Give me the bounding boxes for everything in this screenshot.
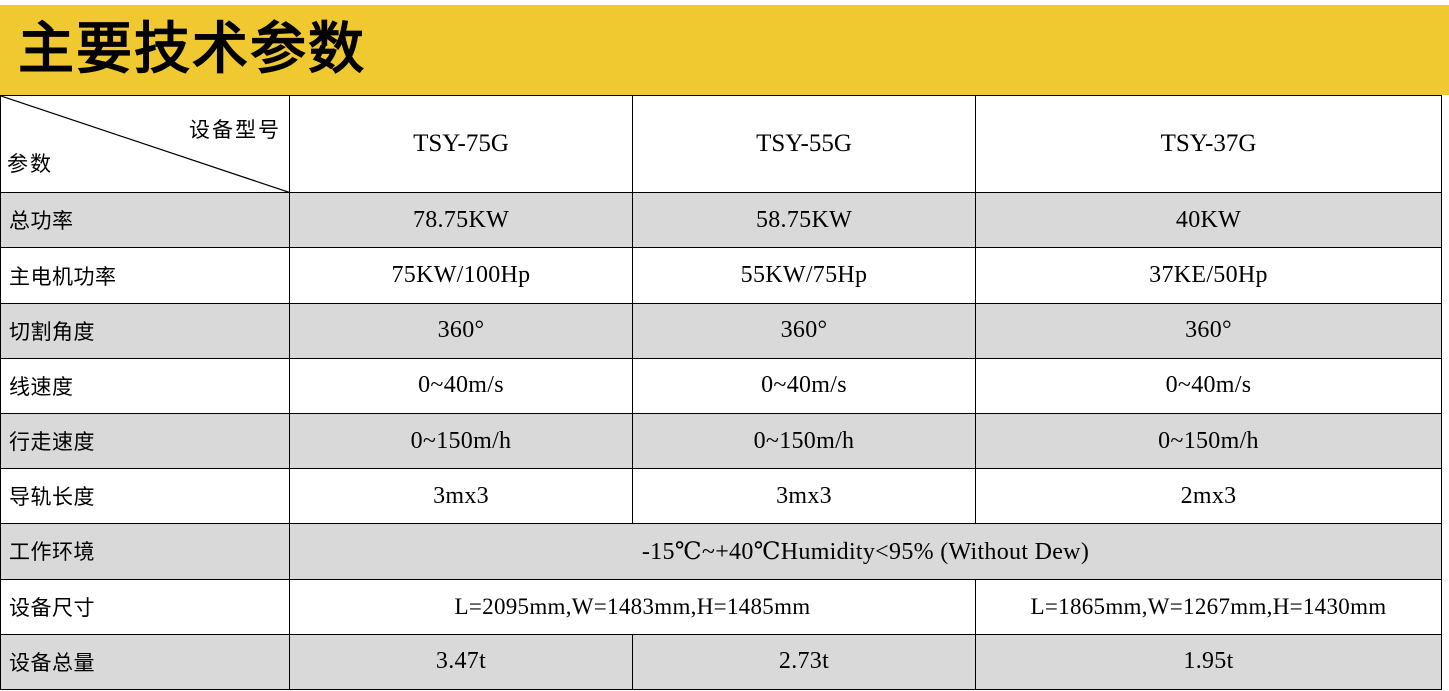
row-value: 0~40m/s bbox=[289, 357, 633, 415]
row-value: 40KW bbox=[975, 192, 1442, 249]
row-value: 3.47t bbox=[289, 633, 633, 691]
column-header-model-3: TSY-37G bbox=[975, 94, 1442, 194]
column-header-model-1: TSY-75G bbox=[289, 94, 633, 194]
page-title: 主要技术参数 bbox=[18, 17, 366, 82]
row-value: 37KE/50Hp bbox=[975, 247, 1442, 304]
row-label: 导轨长度 bbox=[0, 468, 290, 525]
row-value: 78.75KW bbox=[289, 192, 633, 249]
table-row: 设备总量 3.47t 2.73t 1.95t bbox=[0, 633, 1442, 691]
row-label: 总功率 bbox=[0, 192, 290, 249]
spec-table-container: 设备型号 参数 TSY-75G TSY-55G TSY-37G 总功率 78.7… bbox=[0, 94, 1442, 691]
row-value: 360° bbox=[975, 302, 1442, 359]
row-value: 55KW/75Hp bbox=[632, 247, 976, 304]
row-value: 75KW/100Hp bbox=[289, 247, 633, 304]
diagonal-header-cell: 设备型号 参数 bbox=[0, 94, 290, 194]
table-row: 主电机功率 75KW/100Hp 55KW/75Hp 37KE/50Hp bbox=[0, 247, 1442, 304]
table-row: 导轨长度 3mx3 3mx3 2mx3 bbox=[0, 468, 1442, 525]
row-value: 2.73t bbox=[632, 633, 976, 691]
row-value: 0~150m/h bbox=[975, 412, 1442, 470]
row-label: 行走速度 bbox=[0, 412, 290, 470]
row-value: 0~40m/s bbox=[975, 357, 1442, 415]
table-header-row: 设备型号 参数 TSY-75G TSY-55G TSY-37G bbox=[0, 94, 1442, 194]
row-value: 3mx3 bbox=[632, 468, 976, 525]
table-row: 总功率 78.75KW 58.75KW 40KW bbox=[0, 192, 1442, 249]
row-value: 1.95t bbox=[975, 633, 1442, 691]
row-label: 线速度 bbox=[0, 357, 290, 415]
row-value: 360° bbox=[632, 302, 976, 359]
table-row: 切割角度 360° 360° 360° bbox=[0, 302, 1442, 359]
technical-parameters-table: 设备型号 参数 TSY-75G TSY-55G TSY-37G 总功率 78.7… bbox=[0, 94, 1442, 691]
row-value: 0~150m/h bbox=[289, 412, 633, 470]
row-value: 360° bbox=[289, 302, 633, 359]
corner-label-parameter: 参数 bbox=[7, 152, 53, 177]
row-value-merged: L=2095mm,W=1483mm,H=1485mm bbox=[289, 578, 976, 635]
corner-label-model: 设备型号 bbox=[189, 118, 281, 142]
row-label: 主电机功率 bbox=[0, 247, 290, 304]
row-value-merged: -15℃~+40℃Humidity<95% (Without Dew) bbox=[289, 523, 1442, 580]
table-row: 行走速度 0~150m/h 0~150m/h 0~150m/h bbox=[0, 412, 1442, 470]
row-value: 0~40m/s bbox=[632, 357, 976, 415]
title-banner: 主要技术参数 bbox=[0, 5, 1449, 95]
diagonal-divider-line bbox=[1, 96, 289, 192]
row-value: 3mx3 bbox=[289, 468, 633, 525]
table-row: 工作环境 -15℃~+40℃Humidity<95% (Without Dew) bbox=[0, 523, 1442, 580]
table-row: 设备尺寸 L=2095mm,W=1483mm,H=1485mm L=1865mm… bbox=[0, 578, 1442, 635]
row-label: 工作环境 bbox=[0, 523, 290, 580]
row-value: L=1865mm,W=1267mm,H=1430mm bbox=[975, 578, 1442, 635]
row-value: 2mx3 bbox=[975, 468, 1442, 525]
row-label: 设备尺寸 bbox=[0, 578, 290, 635]
table-row: 线速度 0~40m/s 0~40m/s 0~40m/s bbox=[0, 357, 1442, 415]
row-value: 58.75KW bbox=[632, 192, 976, 249]
row-label: 切割角度 bbox=[0, 302, 290, 359]
row-label: 设备总量 bbox=[0, 633, 290, 691]
row-value: 0~150m/h bbox=[632, 412, 976, 470]
column-header-model-2: TSY-55G bbox=[632, 94, 976, 194]
